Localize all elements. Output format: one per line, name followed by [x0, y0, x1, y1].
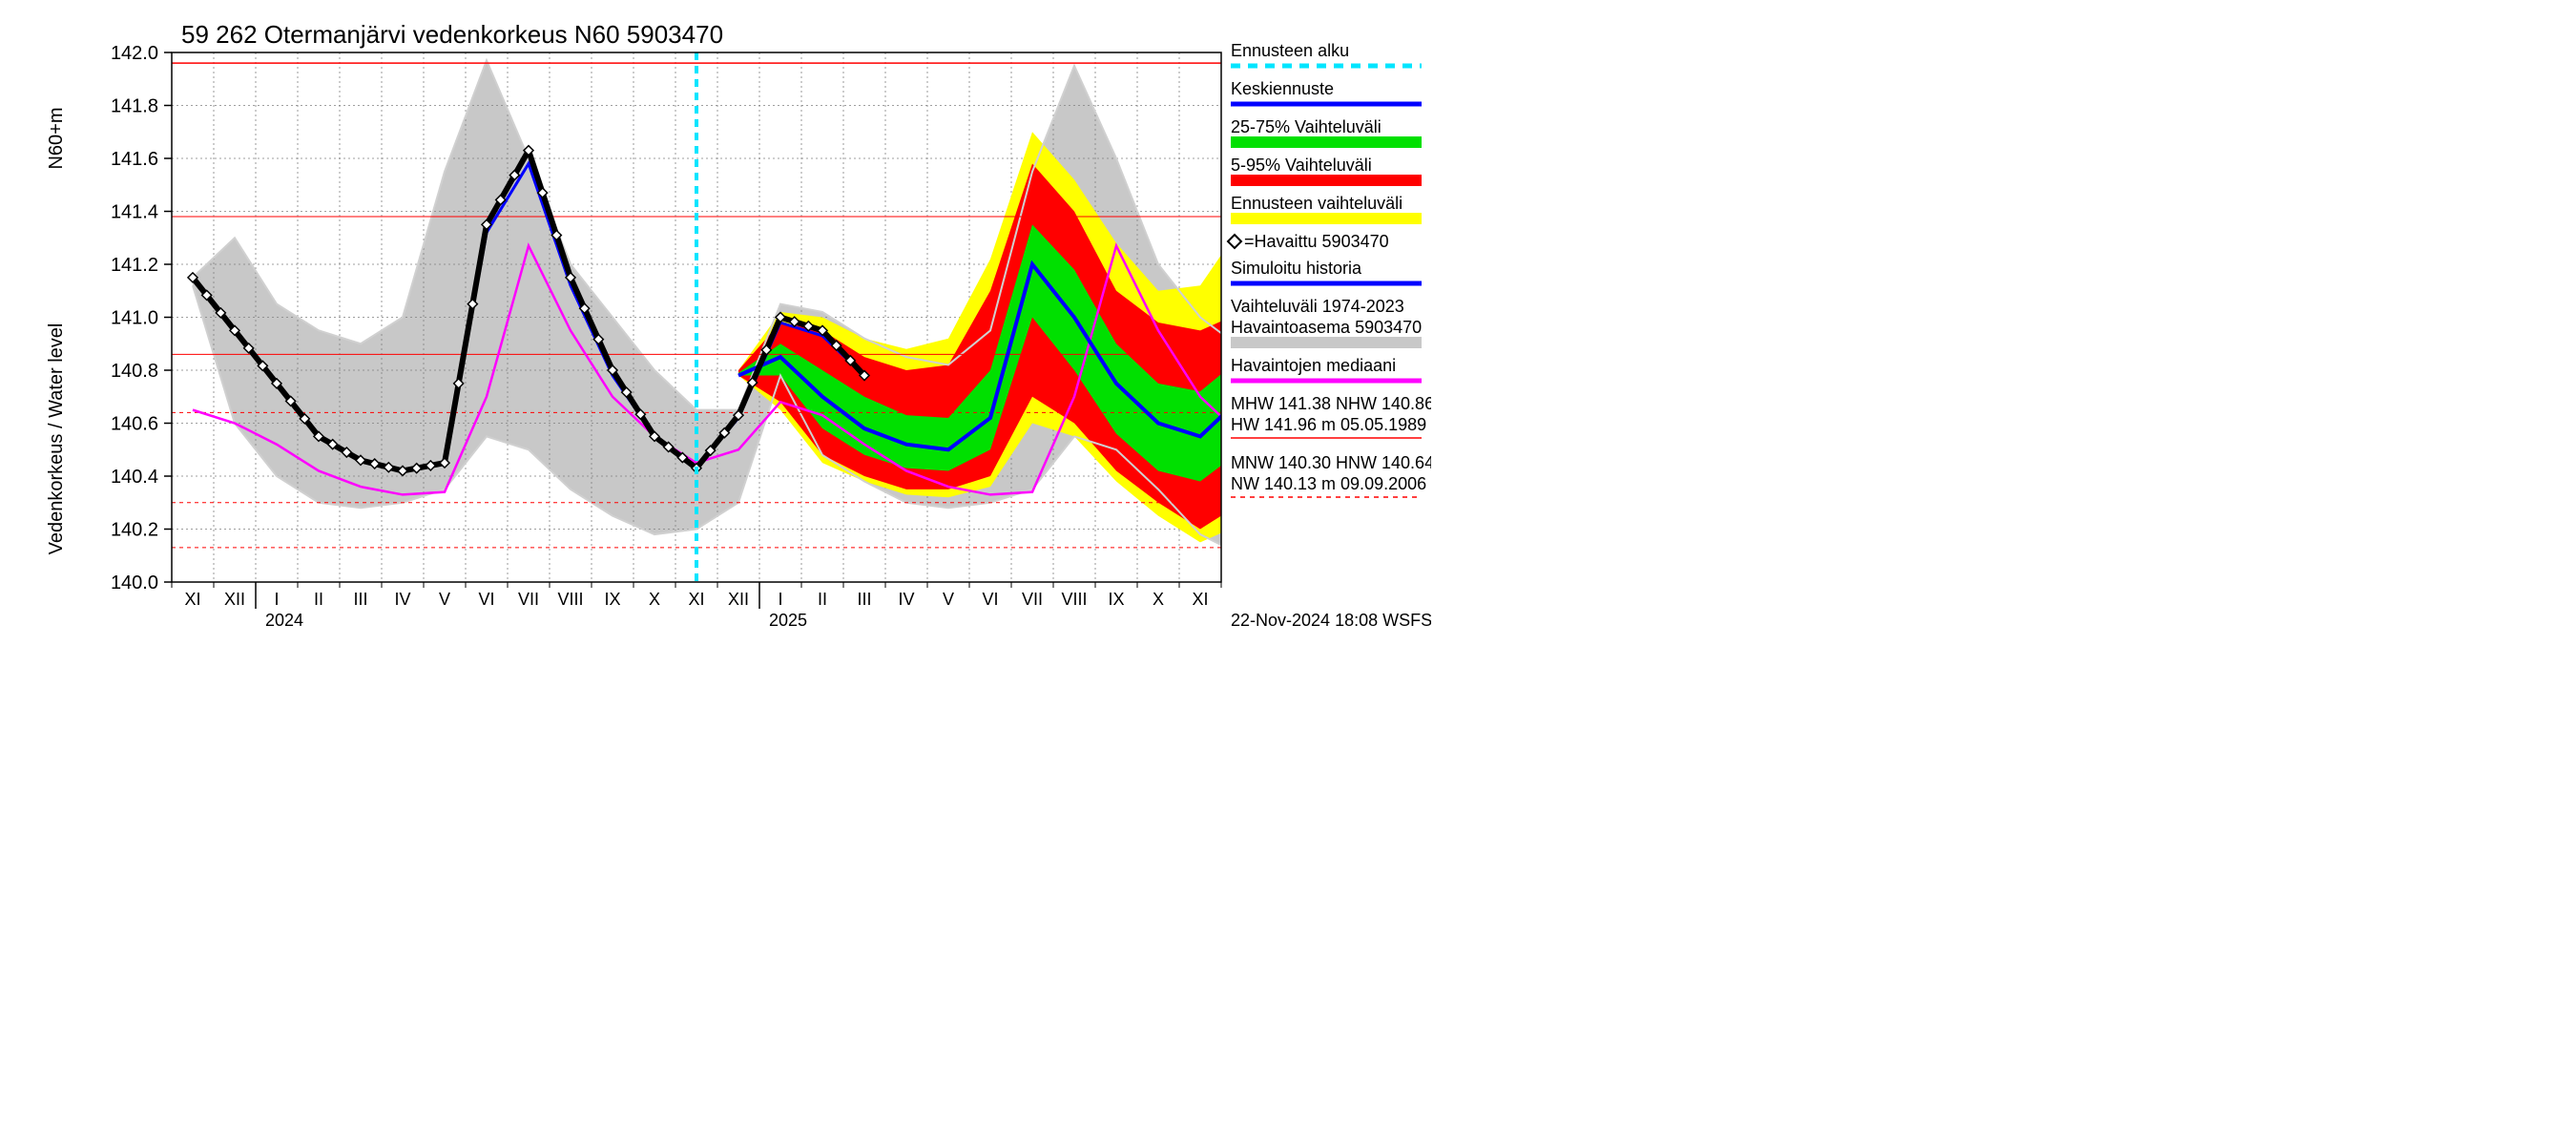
ytick-label: 142.0 [111, 43, 158, 64]
ytick-label: 140.4 [111, 467, 158, 488]
month-label: VI [478, 590, 494, 609]
ytick-label: 140.0 [111, 572, 158, 593]
month-label: XII [224, 590, 245, 609]
chart-title: 59 262 Otermanjärvi vedenkorkeus N60 590… [181, 20, 723, 49]
legend-swatch [1231, 136, 1422, 148]
ytick-label: 140.8 [111, 361, 158, 382]
y-axis-label-bottom: Vedenkorkeus / Water level [46, 323, 67, 555]
ytick-label: 141.8 [111, 96, 158, 117]
month-label: IV [394, 590, 410, 609]
month-label: V [943, 590, 954, 609]
month-label: VIII [557, 590, 583, 609]
year-label: 2025 [769, 611, 807, 630]
month-label: II [818, 590, 827, 609]
month-label: VIII [1061, 590, 1087, 609]
legend-label: =Havaittu 5903470 [1244, 232, 1389, 251]
month-label: X [649, 590, 660, 609]
month-label: XI [688, 590, 704, 609]
legend-item: =Havaittu 5903470 [1228, 232, 1389, 251]
legend-item: Vaihteluväli 1974-2023 [1231, 297, 1404, 316]
legend-label: 25-75% Vaihteluväli [1231, 117, 1381, 136]
ytick-label: 141.4 [111, 202, 158, 223]
month-label: III [857, 590, 871, 609]
legend-label: NW 140.13 m 09.09.2006 [1231, 474, 1426, 493]
ytick-label: 140.2 [111, 520, 158, 541]
month-label: XI [184, 590, 200, 609]
month-label: XII [728, 590, 749, 609]
ytick-label: 141.2 [111, 255, 158, 276]
legend-label: Simuloitu historia [1231, 259, 1362, 278]
ytick-label: 140.6 [111, 414, 158, 435]
legend-item: Havaintoasema 5903470 [1231, 318, 1422, 348]
legend-label: Vaihteluväli 1974-2023 [1231, 297, 1404, 316]
month-label: V [439, 590, 450, 609]
legend-label: Ennusteen vaihteluväli [1231, 194, 1402, 213]
legend-label: Ennusteen alku [1231, 41, 1349, 60]
legend-label: MHW 141.38 NHW 140.86 [1231, 394, 1431, 413]
legend-swatch [1231, 337, 1422, 348]
legend-label: MNW 140.30 HNW 140.64 [1231, 453, 1431, 472]
legend-item: MHW 141.38 NHW 140.86 [1231, 394, 1431, 413]
month-label: I [778, 590, 782, 609]
month-label: VII [518, 590, 539, 609]
month-label: VI [982, 590, 998, 609]
legend-item: Ennusteen vaihteluväli [1231, 194, 1422, 224]
legend-label: Havaintojen mediaani [1231, 356, 1396, 375]
year-label: 2024 [265, 611, 303, 630]
chart-svg: 140.0 140.2 140.4 140.6 140.8 141.0 141.2 141.4… [0, 0, 1431, 649]
legend-label: HW 141.96 m 05.05.1989 [1231, 415, 1426, 434]
legend-label: Keskiennuste [1231, 79, 1334, 98]
month-label: XI [1192, 590, 1208, 609]
y-axis-label-top: N60+m [46, 107, 67, 169]
legend-label: 5-95% Vaihteluväli [1231, 156, 1372, 175]
legend-label: Havaintoasema 5903470 [1231, 318, 1422, 337]
month-label: IX [604, 590, 620, 609]
ytick-label: 141.0 [111, 308, 158, 329]
month-label: VII [1022, 590, 1043, 609]
legend-swatch [1231, 213, 1422, 224]
ytick-label: 141.6 [111, 149, 158, 170]
month-label: X [1153, 590, 1164, 609]
month-label: II [314, 590, 323, 609]
legend-swatch [1231, 175, 1422, 186]
chart-footer: 22-Nov-2024 18:08 WSFS-O [1231, 611, 1431, 630]
chart-container: 140.0 140.2 140.4 140.6 140.8 141.0 141.2 141.4… [0, 0, 1431, 649]
month-label: III [353, 590, 367, 609]
month-label: I [274, 590, 279, 609]
month-label: IV [898, 590, 914, 609]
month-label: IX [1108, 590, 1124, 609]
legend-item: MNW 140.30 HNW 140.64 [1231, 453, 1431, 472]
